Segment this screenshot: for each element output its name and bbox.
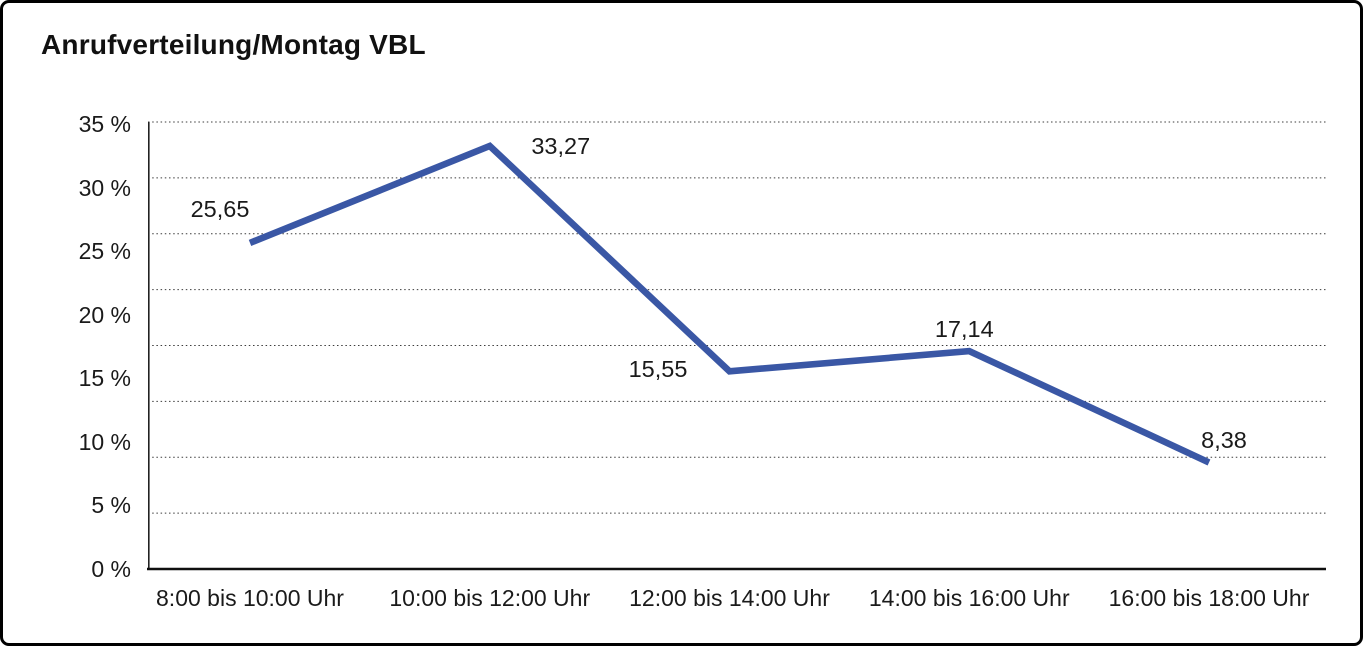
y-tick-label: 5 %	[91, 492, 131, 519]
y-tick-label: 35 %	[78, 111, 131, 137]
data-point-label: 25,65	[190, 195, 250, 222]
y-tick-label: 30 %	[78, 174, 131, 201]
x-tick-label: 12:00 bis 14:00 Uhr	[629, 585, 830, 611]
y-tick-label: 15 %	[78, 365, 131, 392]
x-tick-label: 8:00 bis 10:00 Uhr	[156, 585, 344, 611]
chart-title: Anrufverteilung/Montag VBL	[41, 29, 426, 60]
y-tick-label: 20 %	[78, 301, 131, 328]
data-point-label: 8,38	[1201, 426, 1247, 453]
series-line	[248, 142, 1211, 466]
y-tick-label: 25 %	[78, 238, 131, 265]
x-tick-label: 14:00 bis 16:00 Uhr	[868, 585, 1070, 611]
data-point-label: 33,27	[531, 132, 591, 159]
data-point-label: 15,55	[628, 355, 688, 382]
data-point-label: 17,14	[934, 316, 994, 343]
y-tick-label: 10 %	[78, 428, 131, 455]
y-tick-label: 0 %	[91, 556, 131, 582]
x-tick-label: 16:00 bis 18:00 Uhr	[1108, 585, 1310, 611]
plot-area	[147, 121, 1326, 571]
x-tick-label: 10:00 bis 12:00 Uhr	[389, 585, 591, 611]
